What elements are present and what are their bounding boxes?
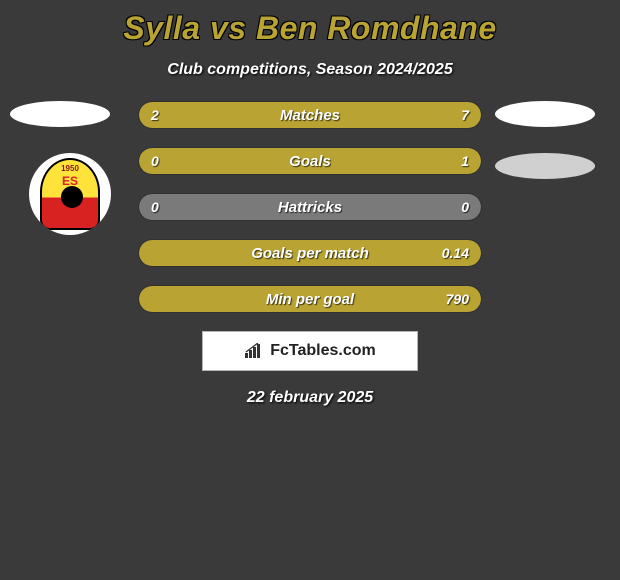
- page-title: Sylla vs Ben Romdhane: [0, 0, 620, 47]
- player-right-badge-2: [495, 153, 595, 179]
- brand-chart-icon: [244, 343, 264, 359]
- date-label: 22 february 2025: [0, 389, 620, 407]
- stat-row: 01Goals: [138, 147, 482, 175]
- stat-label: Goals per match: [139, 240, 481, 266]
- stat-row: 790Min per goal: [138, 285, 482, 313]
- club-crest-left: 1950 ES: [29, 153, 111, 235]
- stat-bars: 27Matches 01Goals 00Hattricks 0.14Goals per…: [138, 101, 482, 313]
- brand-box: FcTables.com: [202, 331, 418, 371]
- crest-year: 1950: [42, 164, 98, 173]
- comparison-content: 1950 ES 27Matches 01Goals 00Hattricks 0.14G…: [0, 101, 620, 407]
- stat-label: Matches: [139, 102, 481, 128]
- stat-row: 27Matches: [138, 101, 482, 129]
- brand-text: FcTables.com: [270, 342, 376, 360]
- stat-label: Hattricks: [139, 194, 481, 220]
- stat-label: Min per goal: [139, 286, 481, 312]
- player-right-badge: [495, 101, 595, 127]
- stat-label: Goals: [139, 148, 481, 174]
- crest-ball-icon: [61, 186, 83, 208]
- player-left-badge: [10, 101, 110, 127]
- subtitle: Club competitions, Season 2024/2025: [0, 61, 620, 79]
- crest-shield: 1950 ES: [40, 158, 100, 230]
- stat-row: 00Hattricks: [138, 193, 482, 221]
- stat-row: 0.14Goals per match: [138, 239, 482, 267]
